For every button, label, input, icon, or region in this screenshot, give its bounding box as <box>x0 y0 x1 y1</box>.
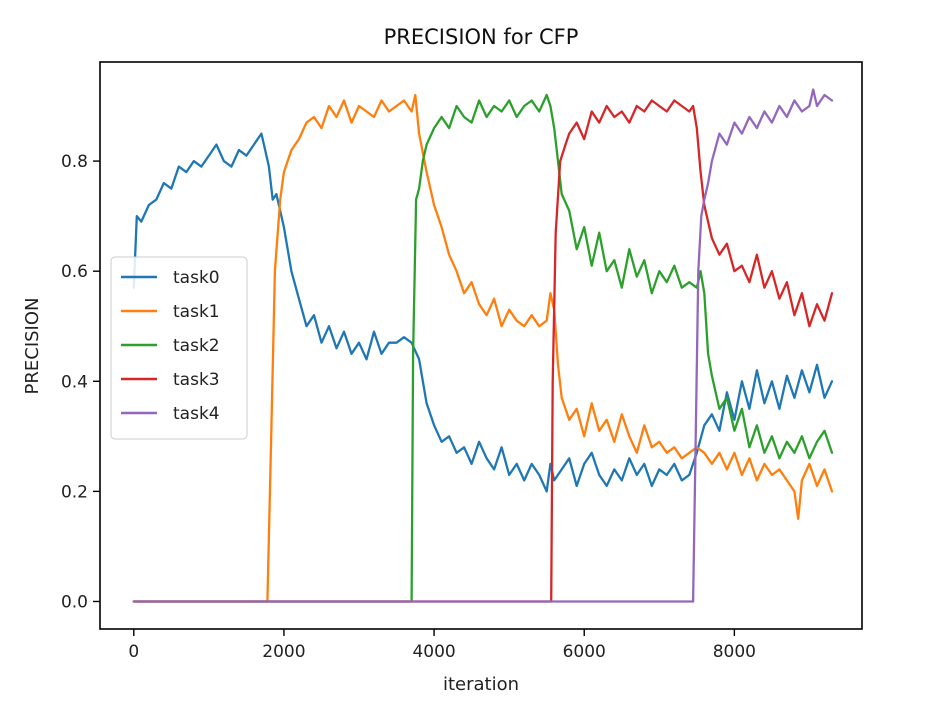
x-tick-label: 8000 <box>713 642 756 662</box>
series-line-task1 <box>132 93 834 603</box>
legend-label-task0: task0 <box>173 268 220 288</box>
x-tick-label: 4000 <box>412 642 455 662</box>
plot-frame <box>99 61 863 630</box>
series-line-task2 <box>132 93 834 603</box>
plot-lines <box>132 88 834 603</box>
x-axis: 0 2000 4000 6000 8000 <box>128 629 756 662</box>
y-axis: 0.0 0.2 0.4 0.6 0.8 <box>61 152 100 612</box>
x-tick-label: 2000 <box>262 642 305 662</box>
y-tick-label: 0.2 <box>61 482 88 502</box>
legend-label-task4: task4 <box>173 404 220 424</box>
y-tick-label: 0.0 <box>61 592 88 612</box>
legend-label-task3: task3 <box>173 370 220 390</box>
chart-title: PRECISION for CFP <box>384 25 579 49</box>
series-line-task4 <box>132 88 834 603</box>
y-axis-label: PRECISION <box>22 298 43 395</box>
legend-label-task2: task2 <box>173 336 220 356</box>
x-tick-label: 0 <box>128 642 139 662</box>
x-axis-label: iteration <box>443 674 519 695</box>
x-tick-label: 6000 <box>563 642 606 662</box>
series-line-task0 <box>132 132 834 493</box>
legend-label-task1: task1 <box>173 302 220 322</box>
legend-box <box>110 256 248 440</box>
series-line-task3 <box>132 99 834 603</box>
y-tick-label: 0.8 <box>61 152 88 172</box>
y-tick-label: 0.4 <box>61 372 88 392</box>
y-tick-label: 0.6 <box>61 262 88 282</box>
legend: task0 task1 task2 task3 task4 <box>110 256 248 440</box>
